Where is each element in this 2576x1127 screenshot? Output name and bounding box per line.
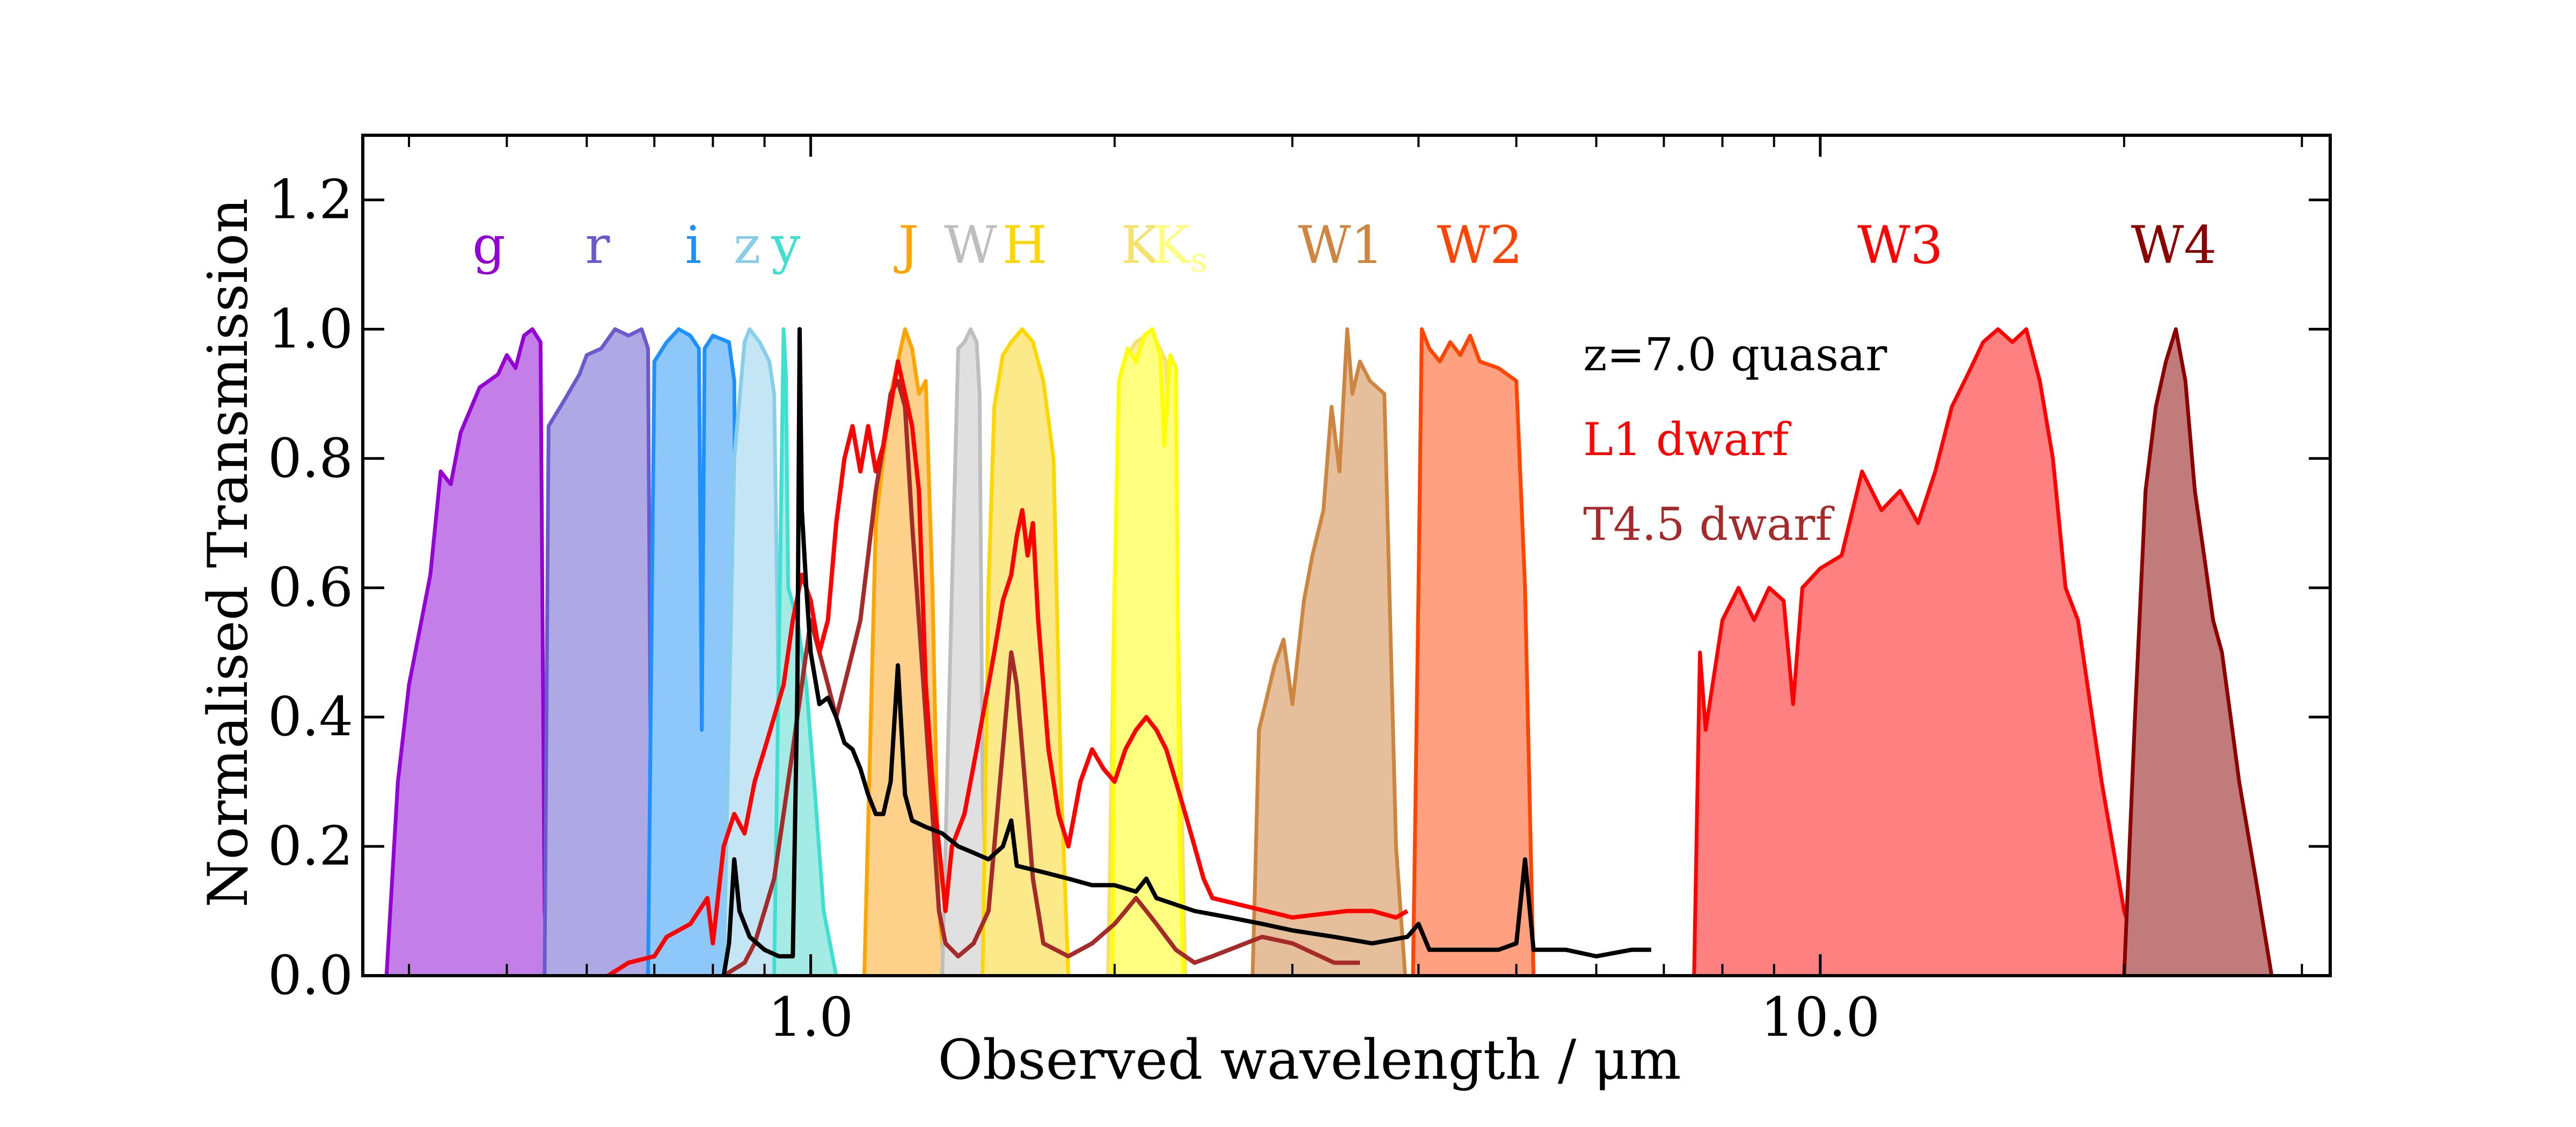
filter-j-curve bbox=[862, 327, 948, 976]
filter-label-g: g bbox=[472, 215, 505, 275]
spectrum-line bbox=[607, 359, 1409, 978]
filter-label-r: r bbox=[586, 215, 610, 275]
filter-label-y: y bbox=[771, 215, 800, 275]
y-tick-label: 0.0 bbox=[268, 944, 353, 1007]
y-tick-label: 1.2 bbox=[268, 168, 353, 231]
y-tick-label: 1.0 bbox=[268, 297, 353, 360]
filter-r-fill bbox=[544, 329, 655, 976]
legend: z=7.0 quasar L1 dwarf T4.5 dwarf bbox=[1583, 328, 1887, 551]
filter-y-curve bbox=[772, 327, 838, 976]
filter-label-w3: W3 bbox=[1857, 215, 1943, 275]
filter-ks-fill bbox=[1112, 329, 1184, 976]
y-tick-label: 0.8 bbox=[268, 427, 353, 489]
filter-label-w2: W2 bbox=[1437, 215, 1523, 275]
x-tick-label: 1.0 bbox=[768, 986, 853, 1049]
plot-frame bbox=[361, 134, 2332, 977]
legend-entry: L1 dwarf bbox=[1583, 413, 1792, 466]
filter-w2-curve bbox=[1411, 327, 1535, 976]
y-axis-label: Normalised Transmission bbox=[196, 198, 260, 908]
filter-h-fill bbox=[982, 329, 1069, 976]
filter-r-curve bbox=[543, 327, 656, 976]
filter-label-h: H bbox=[1002, 215, 1048, 275]
filter-g-curve bbox=[384, 327, 551, 976]
x-tick-label: 10.0 bbox=[1760, 986, 1880, 1049]
filter-label-w: W bbox=[944, 215, 997, 275]
filter-label-w4: W4 bbox=[2131, 215, 2217, 275]
filter-w4-curve bbox=[2122, 327, 2274, 976]
filter-i-curve bbox=[646, 327, 742, 976]
y-tick-label: 0.6 bbox=[268, 556, 353, 619]
filter-label-j: J bbox=[894, 215, 919, 275]
filter-w-curve bbox=[940, 327, 991, 976]
filter-label-k: K bbox=[1121, 215, 1161, 275]
filter-w3-fill bbox=[1694, 329, 2146, 976]
legend-entry: z=7.0 quasar bbox=[1583, 328, 1887, 381]
axis-ticks: 0.0 0.2 0.4 0.6 0.8 1.0 1.2 1.0 10.0 bbox=[268, 135, 2330, 1049]
filter-label-i: i bbox=[685, 215, 701, 275]
filter-labels: g r i z y J W H KKs W1 W2 W3 W4 bbox=[472, 215, 2216, 280]
spectrum-line bbox=[721, 327, 1651, 976]
legend-entry: T4.5 dwarf bbox=[1583, 498, 1835, 551]
filter-w1-curve bbox=[1250, 327, 1407, 976]
filter-g-fill bbox=[386, 329, 549, 976]
x-axis-label: Observed wavelength / μm bbox=[938, 1028, 1681, 1092]
y-tick-label: 0.2 bbox=[268, 815, 353, 877]
spectra-curves bbox=[607, 327, 1651, 978]
filter-w-fill bbox=[942, 329, 989, 976]
filter-w1-fill bbox=[1253, 329, 1406, 976]
filter-w3-curve bbox=[1692, 327, 2148, 977]
filter-w4-fill bbox=[2124, 329, 2272, 976]
filter-h-curve bbox=[980, 327, 1071, 976]
filter-label-w1: W1 bbox=[1298, 215, 1384, 275]
filter-label-z: z bbox=[734, 215, 761, 275]
filter-y-fill bbox=[774, 329, 837, 976]
filter-curves bbox=[384, 327, 2274, 977]
filter-i-fill bbox=[648, 329, 740, 976]
filter-label-ks: Ks bbox=[1152, 215, 1208, 280]
filter-ks-curve bbox=[1110, 327, 1185, 976]
y-tick-label: 0.4 bbox=[268, 685, 353, 748]
filter-w2-fill bbox=[1413, 329, 1534, 976]
